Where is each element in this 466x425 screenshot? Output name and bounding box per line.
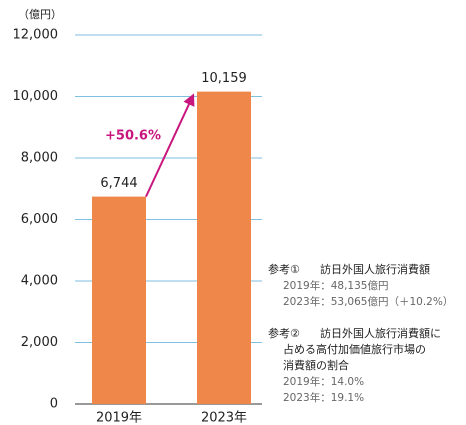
y-tick-label: 0 xyxy=(50,397,58,412)
annotation: +50.6% xyxy=(105,129,161,144)
note-detail: 2023年：19.1% xyxy=(283,391,364,404)
y-tick-label: 12,000 xyxy=(13,28,59,43)
y-tick-label: 10,000 xyxy=(13,89,59,104)
note-detail: 2023年：53,065億円（＋10.2%） xyxy=(283,295,453,308)
value-label: 6,744 xyxy=(100,176,137,191)
note-detail: 2019年：48,135億円 xyxy=(283,279,388,292)
x-tick-label: 2023年 xyxy=(201,411,247,425)
growth-arrow xyxy=(145,93,195,198)
y-tick-label: 2,000 xyxy=(21,335,58,350)
value-label: 10,159 xyxy=(201,71,247,86)
bar xyxy=(92,196,146,404)
y-tick-label: 4,000 xyxy=(21,274,58,289)
note-text: 訪日外国人旅行消費額に xyxy=(320,326,441,340)
note-text: 占める高付加価値旅行市場の xyxy=(283,342,426,356)
x-tick-label: 2019年 xyxy=(96,411,142,425)
note-text: 消費額の割合 xyxy=(283,358,349,372)
bar xyxy=(197,91,251,404)
note-label: 参考② xyxy=(268,326,300,340)
y-tick-label: 8,000 xyxy=(21,151,58,166)
note-text: 訪日外国人旅行消費額 xyxy=(320,262,430,276)
y-tick-label: 6,000 xyxy=(21,212,58,227)
note-label: 参考① xyxy=(268,262,300,276)
note-detail: 2019年：14.0% xyxy=(283,375,364,388)
y-unit: （億円） xyxy=(18,8,62,21)
